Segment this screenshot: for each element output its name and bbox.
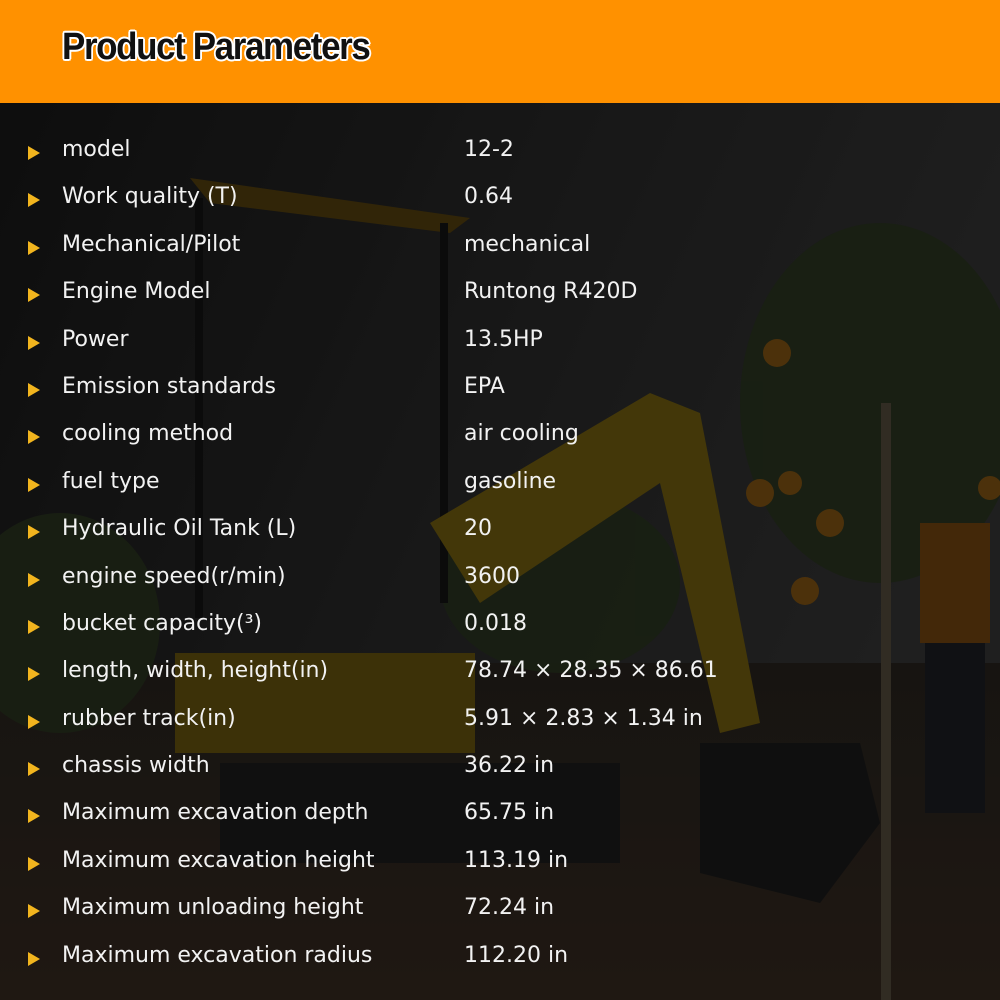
parameter-label: chassis width [62,753,210,779]
parameter-row: bucket capacity(³) 0.018 [0,607,1000,654]
parameter-value: 0.018 [464,610,527,636]
parameter-row: Engine Model Runtong R420D [0,275,1000,322]
parameter-value: gasoline [464,468,557,494]
bullet-arrow-icon [28,146,40,160]
bullet-arrow-icon [28,335,40,350]
parameter-label: rubber track(in) [62,705,236,731]
parameter-row: chassis width 36.22 in [0,749,1000,796]
parameter-row: Work quality (T) 0.64 [0,180,1000,227]
bullet-arrow-icon [28,904,40,919]
parameter-value: 3600 [464,563,520,589]
parameter-row: Emission standards EPA [0,370,1000,417]
parameter-label: Maximum excavation height [62,847,375,873]
parameter-value: 78.74 × 28.35 × 86.61 [464,658,718,684]
parameter-row: Hydraulic Oil Tank (L) 20 [0,512,1000,559]
parameter-label: fuel type [62,468,160,494]
parameter-value: 112.20 in [464,942,569,968]
parameter-label: model [62,137,131,162]
parameter-label: Power [62,326,129,352]
parameter-value: 65.75 in [464,800,555,826]
parameter-value: 36.22 in [464,753,555,779]
bullet-arrow-icon [28,856,40,871]
parameter-row: cooling method air cooling [0,417,1000,464]
parameter-value: Runtong R420D [464,279,638,305]
parameter-label: Maximum excavation radius [62,942,373,968]
parameter-label: bucket capacity(³) [62,610,262,636]
bullet-arrow-icon [28,809,40,824]
bullet-arrow-icon [28,288,40,303]
parameter-row: Maximum unloading height 72.24 in [0,891,1000,938]
parameter-row: rubber track(in) 5.91 × 2.83 × 1.34 in [0,702,1000,749]
parameter-row: engine speed(r/min) 3600 [0,560,1000,607]
parameter-row: Power 13.5HP [0,323,1000,370]
parameter-label: length, width, height(in) [62,658,329,684]
parameter-label: Mechanical/Pilot [62,231,241,257]
page-title: Product Parameters [62,26,371,68]
parameter-value: EPA [464,373,505,399]
bullet-arrow-icon [28,619,40,634]
parameter-value: mechanical [464,231,591,257]
parameter-row: model 12-2 [0,133,1000,180]
bullet-arrow-icon [28,714,40,729]
excavator-shape [175,178,990,903]
parameter-row: Maximum excavation depth 65.75 in [0,796,1000,843]
bullet-arrow-icon [28,430,40,445]
parameter-label: engine speed(r/min) [62,563,286,589]
excavator-photo-background [0,103,1000,1000]
bullet-arrow-icon [28,382,40,397]
bullet-arrow-icon [28,240,40,255]
header-banner: Product Parameters [0,0,1000,103]
parameter-row: Maximum excavation radius 112.20 in [0,939,1000,986]
parameter-value: 72.24 in [464,895,555,921]
parameter-value: air cooling [464,421,579,447]
parameter-row: Mechanical/Pilot mechanical [0,228,1000,275]
parameter-row: fuel type gasoline [0,465,1000,512]
parameter-row: Maximum excavation height 113.19 in [0,844,1000,891]
parameter-label: Maximum unloading height [62,895,364,921]
parameter-label: Hydraulic Oil Tank (L) [62,516,297,542]
parameter-value: 113.19 in [464,847,569,873]
parameter-value: 5.91 × 2.83 × 1.34 in [464,705,703,731]
parameter-label: Work quality (T) [62,184,238,210]
bullet-arrow-icon [28,667,40,682]
parameter-list: model 12-2 Work quality (T) 0.64 Mechanical/… [0,133,1000,986]
parameter-label: Maximum excavation depth [62,800,369,826]
parameter-row: length, width, height(in) 78.74 × 28.35 ×… [0,654,1000,701]
parameter-value: 12-2 [464,137,514,162]
bullet-arrow-icon [28,762,40,777]
bullet-arrow-icon [28,525,40,540]
bullet-arrow-icon [28,193,40,208]
parameter-label: cooling method [62,421,234,447]
bullet-arrow-icon [28,477,40,492]
parameter-value: 20 [464,516,492,542]
bullet-arrow-icon [28,951,40,966]
parameter-label: Emission standards [62,373,276,399]
bullet-arrow-icon [28,572,40,587]
parameter-value: 0.64 [464,184,513,210]
parameter-label: Engine Model [62,279,211,305]
parameter-value: 13.5HP [464,326,543,352]
